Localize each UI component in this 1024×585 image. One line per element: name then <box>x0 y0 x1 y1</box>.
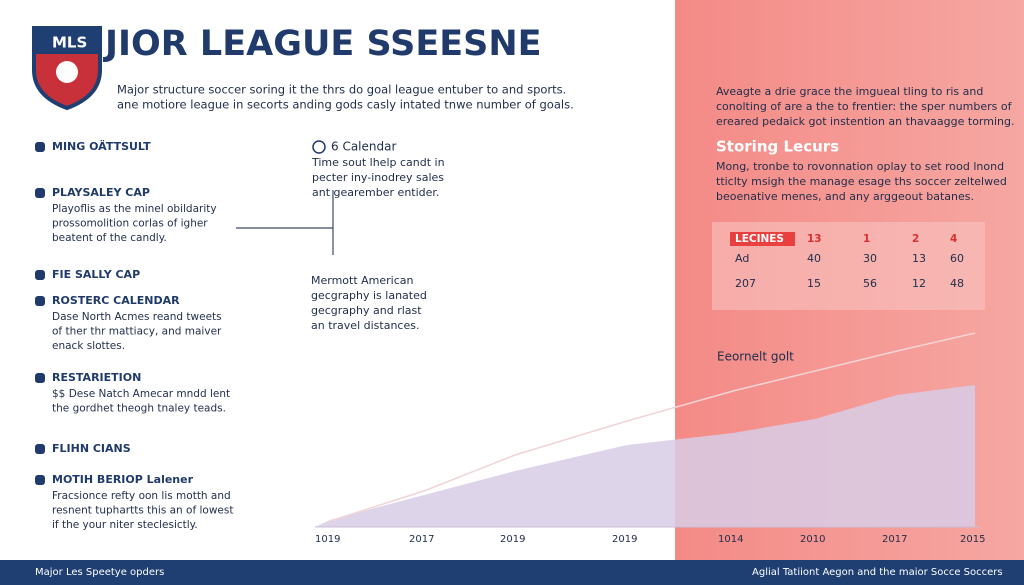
item-body: prossomolition corlas of igher <box>52 218 208 230</box>
calendar-icon <box>312 140 326 154</box>
x-tick-label: 2017 <box>882 534 907 545</box>
footer-right: Aglial Tatiiont Aegon and the maior Socc… <box>752 567 1003 578</box>
item-title: ROSTERC CALENDAR <box>52 294 180 307</box>
chart-label: Eeornelt golt <box>717 350 794 364</box>
middle-title: 6 Calendar <box>331 140 396 154</box>
table-cell: 60 <box>950 252 964 265</box>
item-icon <box>35 296 45 306</box>
right-heading: Storing Lecurs <box>716 138 839 156</box>
item-body: $$ Dese Natch Amecar mndd lent <box>52 388 230 400</box>
item-title: MOTIH BERIOP Lalener <box>52 473 194 486</box>
middle-body: pecter iny-inodrey sales <box>312 171 444 184</box>
right-paragraph: Mong, tronbe to rovonnation oplay to set… <box>716 160 1004 173</box>
x-tick-label: 2017 <box>409 534 434 545</box>
x-tick-label: 2015 <box>960 534 985 545</box>
item-icon <box>35 142 45 152</box>
item-body: if the your niter steclesictly. <box>52 519 198 531</box>
table-header: 4 <box>950 233 957 245</box>
table-header: 13 <box>807 233 822 245</box>
table-cell: 15 <box>807 277 821 290</box>
footer-bar <box>0 560 1024 585</box>
x-tick-label: 2019 <box>612 534 637 545</box>
item-icon <box>35 270 45 280</box>
item-icon <box>35 444 45 454</box>
item-body: resnent tuphartts this an of lowest <box>52 505 233 517</box>
table-cell: 48 <box>950 277 964 290</box>
table-header: LECINES <box>735 233 784 245</box>
line <box>329 332 976 522</box>
right-paragraph: tticlty msigh the manage esage ths socce… <box>716 175 1007 188</box>
table-cell: 207 <box>735 277 756 290</box>
middle-note: an travel distances. <box>311 319 419 332</box>
right-intro: ereared pedaick got instention an thavaa… <box>716 115 1014 128</box>
table-cell: 12 <box>912 277 926 290</box>
item-title: PLAYSALEY CAP <box>52 186 150 199</box>
item-body: Playoflis as the minel obildarity <box>52 203 217 215</box>
logo-text: MLS <box>52 34 87 52</box>
middle-body: Time sout lhelp candt in <box>311 156 445 169</box>
x-tick-label: 1014 <box>718 534 743 545</box>
table-cell: 56 <box>863 277 877 290</box>
table-cell: 13 <box>912 252 926 265</box>
table-cell: Ad <box>735 252 749 265</box>
area <box>315 385 975 527</box>
x-tick-label: 2010 <box>800 534 825 545</box>
subtitle: Major structure soccer soring it the thr… <box>117 83 566 97</box>
logo-band <box>36 30 98 54</box>
x-tick-label: 1019 <box>315 534 340 545</box>
item-body: the gordhet theogh tnaley teads. <box>52 403 226 415</box>
table-highlight <box>730 232 795 246</box>
item-body: Fracsionce refty oon lis motth and <box>52 490 231 502</box>
item-body: enack slottes. <box>52 340 125 352</box>
item-title: FLIHN CIANS <box>52 442 131 455</box>
right-paragraph: beoenative menes, and any arggeout batan… <box>716 190 974 203</box>
middle-body: ant gearember entider. <box>312 186 439 199</box>
title: JIOR LEAGUE SSEESNE <box>103 24 542 64</box>
area-chart <box>315 332 980 528</box>
item-icon <box>35 188 45 198</box>
middle-note: gecgraphy and rlast <box>311 304 422 317</box>
subtitle: ane motiore league in secorts anding god… <box>117 98 574 112</box>
footer-left: Major Les Speetye opders <box>35 567 164 578</box>
right-intro: Aveagte a drie grace the imgueal tling t… <box>716 85 983 98</box>
item-icon <box>35 475 45 485</box>
table-header: 1 <box>863 233 870 245</box>
item-body: of ther thr mattiacy, and maiver <box>52 326 222 338</box>
middle-note: Mermott American <box>311 274 414 287</box>
item-body: beatent of the candly. <box>52 232 167 244</box>
item-title: MING OÄTTSULT <box>52 139 151 153</box>
item-icon <box>35 373 45 383</box>
table-header: 2 <box>912 233 919 245</box>
item-title: FIE SALLY CAP <box>52 268 140 281</box>
middle-note: gecgraphy is lanated <box>311 289 427 302</box>
x-tick-label: 2019 <box>500 534 525 545</box>
logo-ball <box>56 61 78 83</box>
table-cell: 30 <box>863 252 877 265</box>
table-cell: 40 <box>807 252 821 265</box>
right-intro: conolting of are a the to frentier: the … <box>716 100 1013 113</box>
item-body: Dase North Acmes reand tweets <box>52 311 222 323</box>
item-title: RESTARIETION <box>52 371 141 384</box>
